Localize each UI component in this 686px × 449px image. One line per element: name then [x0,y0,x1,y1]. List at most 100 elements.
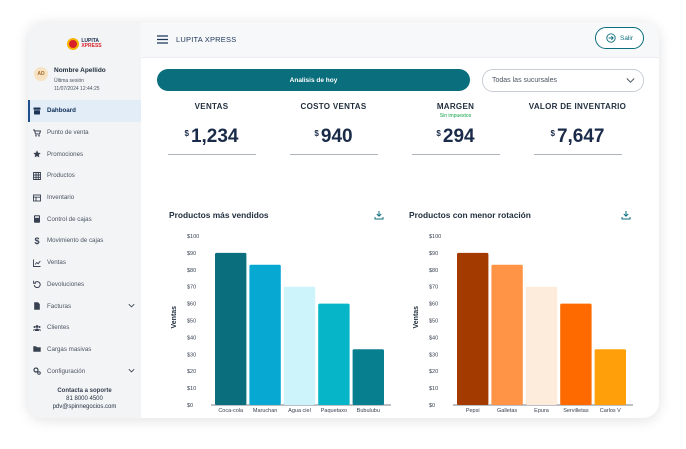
chevron-down-icon[interactable] [128,367,135,374]
sidebar-item-cargas-masivas[interactable]: Cargas masivas [28,339,141,361]
sidebar-item-facturas[interactable]: Facturas [28,295,141,317]
download-icon[interactable] [374,210,384,220]
sidebar-item-clientes[interactable]: Clientes [28,317,141,339]
logout-label: Salir [619,34,633,42]
dashboard-main: Analisis de hoy Todas las sucursales VEN… [141,58,659,418]
support-phone[interactable]: 81 8000 4500 [66,395,103,402]
x-tick-label: Servilletas [563,408,589,414]
chart-icon [33,259,41,267]
bar [283,286,316,405]
sidebar-item-configuracion[interactable]: Configuración [28,360,141,382]
support-email[interactable]: pdv@spinnegocios.com [52,403,117,410]
bar [318,303,350,405]
y-tick-label: $10 [187,386,196,392]
kpi-value: $7,647 [525,127,630,149]
sidebar-item-label: Cargas masivas [47,345,92,353]
sidebar-nav: Dahboard Punto de venta Promociones Prod… [28,100,141,382]
bar [249,264,281,405]
bar [352,349,384,405]
logo-text-1: LUPITA [81,38,100,44]
y-tick-label: $40 [429,335,438,341]
y-tick-label: $50 [429,319,438,325]
support-info: Contacta a soporte 81 8000 4500 pdv@spin… [28,388,141,411]
kpi-sub [159,113,264,119]
bar [525,286,558,405]
bar [457,252,489,405]
y-tick-label: $40 [187,335,196,341]
kpi-label: MARGEN [436,102,475,111]
sidebar-item-devoluciones[interactable]: Devoluciones [28,274,141,296]
logo: LUPITA XPRESS [67,38,102,50]
sidebar-item-label: Ventas [47,259,66,267]
brand-logo[interactable]: LUPITA XPRESS [28,30,141,58]
y-tick-label: $0 [187,403,193,409]
currency-symbol: $ [314,129,319,138]
y-tick-label: $60 [187,302,196,308]
sidebar-item-movimiento-de-cajas[interactable]: $ Movimiento de cajas [28,230,141,252]
bar-chart-mas-vendidos: $0 $10 $20 $30 $40 $50 $60 $70 $80 $90 $100 Ventas C… [171,234,391,414]
sidebar-item-ventas[interactable]: Ventas [28,252,141,274]
bar [594,349,626,405]
sidebar-item-label: Facturas [47,302,72,310]
download-icon[interactable] [621,210,631,220]
sidebar-item-promociones[interactable]: Promociones [28,143,141,165]
sidebar-item-label: Movimiento de cajas [47,237,104,245]
hamburger-menu-icon[interactable] [157,35,168,44]
grid-icon [33,171,41,180]
sidebar-item-label: Dahboard [47,107,76,115]
kpi-number: 294 [442,126,475,147]
y-tick-label: $100 [187,234,199,240]
y-tick-label: $80 [429,268,438,274]
chevron-down-icon[interactable] [128,302,135,309]
support-title: Contacta a soporte [57,388,112,394]
y-tick-label: $100 [429,234,441,240]
session-label: Última sesión [54,78,85,84]
folder-icon [33,345,41,353]
x-tick-label: Bubulubu [357,408,380,414]
document-icon [33,302,41,310]
y-tick-label: $50 [187,319,196,325]
y-tick-label: $20 [429,369,438,375]
logo-mark-icon [67,38,80,50]
sidebar-item-label: Devoluciones [47,280,85,288]
y-tick-label: $0 [429,403,435,409]
sidebar-item-punto-de-venta[interactable]: Punto de venta [28,122,141,144]
bar [560,303,592,405]
y-tick-label: $70 [187,285,196,291]
sidebar-item-dashboard[interactable]: Dahboard [28,100,141,122]
sidebar-item-control-de-cajas[interactable]: Control de cajas [28,208,141,230]
currency-symbol: $ [436,129,441,138]
chevron-down-icon [626,78,635,83]
kpi-sub: Sin impuestos [439,113,472,119]
chart-title-mas-vendidos: Productos más vendidos [169,210,269,220]
kpi-divider [533,154,622,155]
kpi-sub [281,113,386,119]
kpi-value: $1,234 [159,127,264,149]
sidebar-item-label: Control de cajas [47,215,92,223]
logout-button[interactable]: Salir [595,27,644,49]
tab-analisis-de-hoy[interactable]: Analisis de hoy [157,69,470,91]
kpi-costo-ventas: COSTO VENTAS $940 [281,102,386,155]
app-title: LUPITA XPRESS [176,35,237,44]
kpi-value: $294 [403,127,508,149]
kpi-number: 7,647 [556,126,605,147]
calculator-icon [33,215,41,223]
star-icon [33,150,41,158]
sidebar-item-label: Productos [47,172,75,180]
kpi-number: 940 [320,126,353,147]
y-tick-label: $10 [429,386,438,392]
session-date: 11/07/2024 12:44:25 [54,86,100,92]
user-name: Nombre Apellido [54,67,106,74]
x-tick-label: Carlos V [600,408,621,414]
gear-icon [33,367,41,375]
kpi-divider [411,154,500,155]
sidebar-item-label: Configuración [47,367,86,375]
logout-icon [606,33,616,43]
user-card[interactable]: AD Nombre Apellido Última sesión 11/07/2… [34,64,138,96]
sidebar-item-inventario[interactable]: Inventario [28,187,141,209]
sidebar-item-productos[interactable]: Productos [28,165,141,187]
x-tick-label: Galletas [497,408,517,414]
kpi-number: 1,234 [190,126,239,147]
cart-icon [33,129,41,137]
branch-select[interactable]: Todas las sucursales [482,69,644,92]
